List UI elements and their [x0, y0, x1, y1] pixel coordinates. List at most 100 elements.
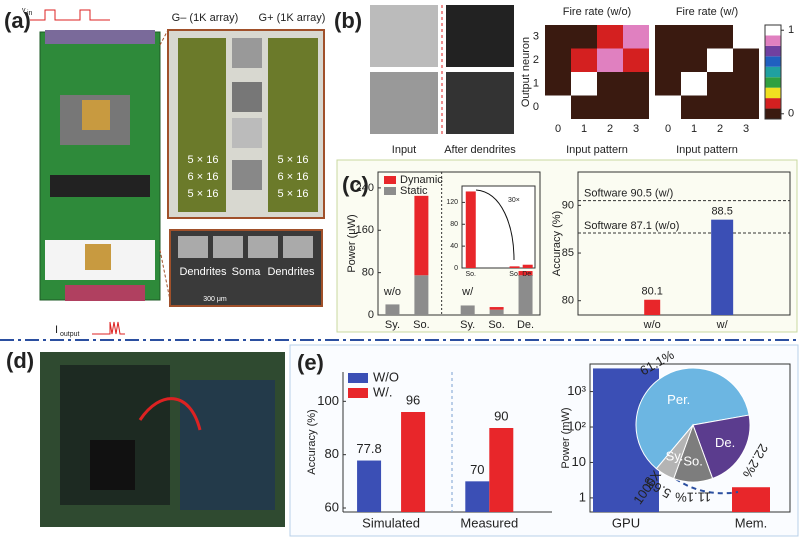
y-tick-label: 1 — [579, 489, 586, 504]
image-label: Input — [392, 144, 416, 156]
digit-image — [232, 160, 262, 190]
array-size: 6 × 16 — [278, 171, 309, 183]
colorbar-label: 0 — [788, 108, 794, 120]
heat-cell — [681, 25, 707, 49]
input-pulse — [30, 9, 110, 21]
image-label: After dendrites — [444, 144, 516, 156]
x-tick-label: 3 — [743, 123, 749, 135]
x-tick-label: Simulated — [362, 515, 420, 530]
bar-segment — [518, 271, 533, 276]
legend-label: Static — [400, 185, 428, 197]
panel-label: (d) — [6, 348, 34, 373]
heat-cell — [681, 48, 707, 72]
plot-frame — [589, 363, 791, 513]
colorbar-swatch — [765, 35, 781, 46]
y-axis-label: Accuracy (%) — [551, 211, 563, 276]
dendrite-image — [446, 5, 514, 67]
input-image — [370, 5, 438, 67]
heat-cell — [545, 95, 571, 119]
arrow — [475, 189, 515, 261]
x-tick-label: Sy. — [385, 319, 400, 331]
y-tick-label: 40 — [450, 243, 458, 250]
colorbar-swatch — [765, 77, 781, 88]
legend-label: W/O — [373, 369, 399, 384]
y-tick-label: 0 — [368, 309, 374, 321]
plot-frame — [377, 171, 541, 316]
reference-label: Software 90.5 (w/) — [584, 188, 673, 200]
chip-die — [85, 244, 111, 270]
x-tick-label: 3 — [633, 123, 639, 135]
x-tick-label: So. — [488, 319, 505, 331]
x-tick-label: w/ — [716, 319, 729, 331]
pad — [178, 236, 208, 258]
colorbar-swatch — [765, 66, 781, 78]
input-image — [370, 72, 438, 134]
value-label: 88.5 — [711, 206, 732, 218]
board — [180, 380, 275, 510]
bar — [522, 264, 533, 268]
bar-segment — [518, 275, 533, 315]
y-tick-label: 80 — [325, 446, 339, 461]
heat-cell — [655, 95, 681, 119]
colorbar-swatch — [765, 25, 781, 36]
heat-cell — [655, 48, 681, 72]
x-tick-label: De. — [517, 319, 534, 331]
array-size: 6 × 16 — [188, 171, 219, 183]
chip-die — [82, 100, 110, 130]
digit-image — [232, 38, 262, 68]
value-label: 80.1 — [641, 286, 662, 298]
y-axis-label: Output neuron — [520, 37, 532, 107]
legend-swatch — [348, 388, 368, 398]
heat-cell — [623, 95, 649, 119]
heat-cell — [623, 25, 649, 49]
heat-cell — [545, 48, 571, 72]
array-right — [268, 38, 318, 212]
x-tick-label: De. — [522, 271, 533, 278]
heat-cell — [733, 48, 759, 72]
pad — [213, 236, 243, 258]
heat-cell — [571, 95, 597, 119]
legend-label: Dynamic — [400, 174, 443, 186]
heat-cell — [707, 95, 733, 119]
colorbar-swatch — [765, 108, 781, 119]
sem-label: Soma — [232, 266, 262, 278]
legend-swatch — [348, 373, 368, 383]
heat-cell — [597, 72, 623, 96]
annotation: 30× — [508, 197, 520, 204]
x-tick-label: So. — [466, 271, 477, 278]
sem-label: Dendrites — [179, 266, 227, 278]
colorbar-swatch — [765, 45, 781, 57]
heat-cell — [571, 25, 597, 49]
chart-title: Fire rate (w/) — [676, 6, 738, 18]
heat-cell — [597, 25, 623, 49]
bar — [711, 219, 734, 315]
colorbar-frame — [764, 24, 782, 120]
y-tick-label: 60 — [325, 499, 339, 514]
bar — [465, 191, 476, 268]
colorbar-swatch — [765, 56, 781, 67]
output-sub: output — [60, 331, 80, 338]
bar-segment — [489, 309, 504, 315]
input-sub: in — [27, 10, 33, 17]
y-tick-label: 0 — [454, 265, 458, 272]
y-tick-label: 10 — [572, 454, 586, 469]
y-tick-label: 240 — [356, 182, 374, 194]
pie-slice — [635, 367, 750, 470]
y-tick-label: 160 — [356, 224, 374, 236]
y-axis-label: Power (mW) — [560, 407, 572, 468]
chart-title: Fire rate (w/o) — [563, 6, 631, 18]
wire — [138, 397, 202, 431]
value-label: 77.8 — [356, 441, 381, 456]
percent-label: 11.1% — [675, 490, 711, 505]
panel-label: (b) — [334, 8, 362, 33]
reference-label: Software 87.1 (w/o) — [584, 220, 679, 232]
value-label: 90 — [494, 408, 508, 423]
heat-cell — [623, 48, 649, 72]
controller — [90, 440, 135, 490]
x-tick-label: 1 — [581, 123, 587, 135]
array-size: 5 × 16 — [188, 154, 219, 166]
y-tick-label: 0 — [533, 101, 539, 113]
array-size: 5 × 16 — [278, 188, 309, 200]
heat-cell — [733, 72, 759, 96]
